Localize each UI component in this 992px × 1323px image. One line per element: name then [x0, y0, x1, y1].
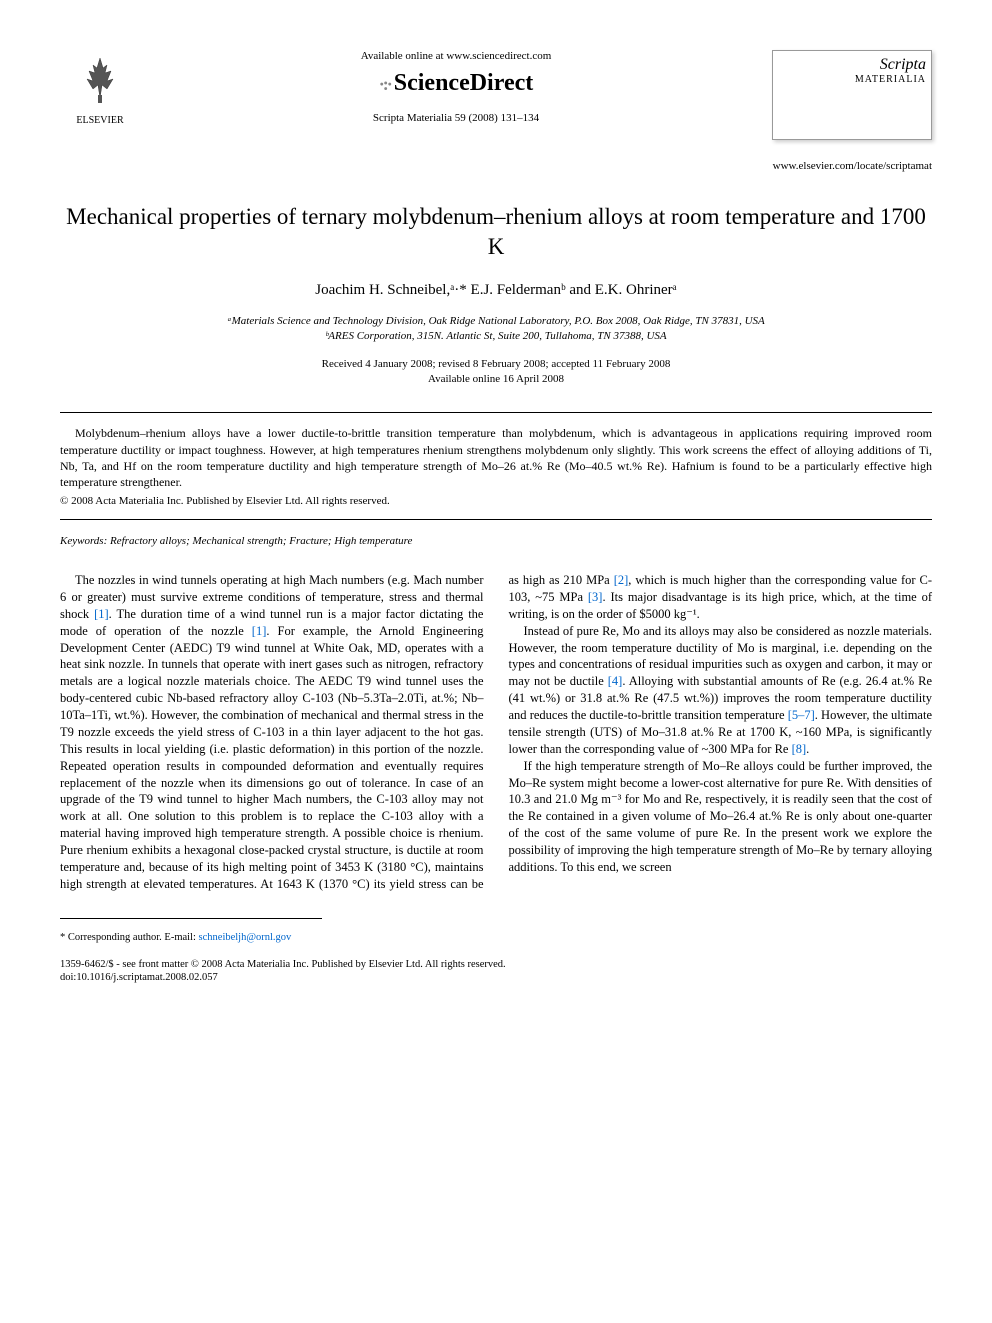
keywords-label: Keywords:	[60, 535, 107, 547]
ref-link-1[interactable]: [1]	[94, 607, 109, 621]
corresponding-label: * Corresponding author. E-mail:	[60, 932, 199, 943]
dates-received: Received 4 January 2008; revised 8 Febru…	[60, 357, 932, 372]
dates: Received 4 January 2008; revised 8 Febru…	[60, 357, 932, 388]
ref-link-4[interactable]: [4]	[608, 674, 623, 688]
journal-name: Scripta	[778, 56, 926, 74]
available-online-text: Available online at www.sciencedirect.co…	[140, 50, 772, 62]
ref-link-2[interactable]: [2]	[614, 573, 629, 587]
ref-link-1b[interactable]: [1]	[252, 624, 267, 638]
abstract-text: Molybdenum–rhenium alloys have a lower d…	[60, 425, 932, 490]
issn-line: 1359-6462/$ - see front matter © 2008 Ac…	[60, 958, 932, 972]
sciencedirect-text: ScienceDirect	[394, 70, 534, 96]
journal-ref: Scripta Materialia 59 (2008) 131–134	[140, 112, 772, 124]
footer-separator	[60, 918, 322, 927]
ref-link-3[interactable]: [3]	[588, 590, 603, 604]
sciencedirect-logo: ·:·ScienceDirect	[140, 70, 772, 97]
bottom-info: 1359-6462/$ - see front matter © 2008 Ac…	[60, 958, 932, 985]
affiliation-b: ᵇARES Corporation, 315N. Atlantic St, Su…	[60, 329, 932, 344]
ref-link-8[interactable]: [8]	[792, 742, 807, 756]
journal-cover: Scripta MATERIALIA	[772, 50, 932, 140]
affiliation-a: ᵃMaterials Science and Technology Divisi…	[60, 314, 932, 329]
elsevier-label: ELSEVIER	[60, 115, 140, 126]
doi-line: doi:10.1016/j.scriptamat.2008.02.057	[60, 971, 932, 985]
website-url[interactable]: www.elsevier.com/locate/scriptamat	[60, 160, 932, 172]
header-row: ELSEVIER Available online at www.science…	[60, 50, 932, 140]
elsevier-logo: ELSEVIER	[60, 50, 140, 126]
authors: Joachim H. Schneibel,ᵃ·* E.J. Feldermanᵇ…	[60, 282, 932, 299]
keywords: Keywords: Refractory alloys; Mechanical …	[60, 535, 932, 547]
copyright: © 2008 Acta Materialia Inc. Published by…	[60, 495, 932, 507]
article-title: Mechanical properties of ternary molybde…	[60, 202, 932, 262]
sd-dots-icon: ·:·	[379, 74, 391, 95]
journal-cover-wrapper: Scripta MATERIALIA	[772, 50, 932, 140]
keywords-text: Refractory alloys; Mechanical strength; …	[110, 535, 412, 547]
paragraph-2: Instead of pure Re, Mo and its alloys ma…	[509, 623, 933, 758]
paragraph-3: If the high temperature strength of Mo–R…	[509, 758, 933, 876]
email-link[interactable]: schneibeljh@ornl.gov	[199, 932, 292, 943]
dates-online: Available online 16 April 2008	[60, 372, 932, 387]
center-header: Available online at www.sciencedirect.co…	[140, 50, 772, 124]
corresponding-author: * Corresponding author. E-mail: schneibe…	[60, 932, 932, 943]
journal-sub: MATERIALIA	[778, 74, 926, 85]
elsevier-tree-icon	[70, 50, 130, 110]
affiliations: ᵃMaterials Science and Technology Divisi…	[60, 314, 932, 345]
body-text: The nozzles in wind tunnels operating at…	[60, 572, 932, 893]
abstract-block: Molybdenum–rhenium alloys have a lower d…	[60, 412, 932, 520]
ref-link-57[interactable]: [5–7]	[788, 708, 815, 722]
